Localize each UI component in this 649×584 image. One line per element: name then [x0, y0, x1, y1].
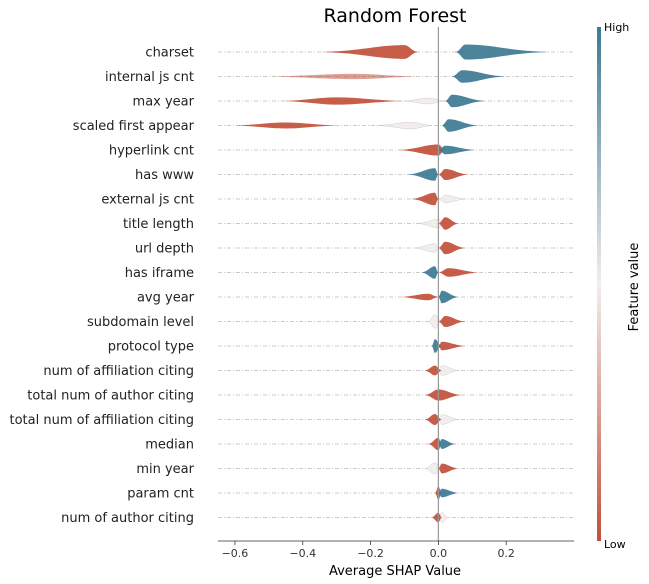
feature-label: min year [136, 462, 194, 477]
feature-label: num of affiliation citing [43, 364, 194, 379]
colorbar-low-label: Low [604, 538, 626, 551]
feature-row: scaled first appear [73, 119, 574, 134]
feature-row: subdomain level [87, 314, 574, 330]
feature-label: has iframe [125, 266, 194, 281]
shap-point-cloud-mid [404, 97, 446, 105]
shap-point-cloud-low [411, 192, 439, 206]
shap-point-cloud-mid [438, 195, 466, 203]
feature-row: internal js cnt [105, 70, 574, 85]
feature-row: num of affiliation citing [43, 364, 574, 379]
feature-row: median [145, 438, 574, 453]
shap-point-cloud-low [397, 144, 446, 156]
shap-point-cloud-low [424, 365, 442, 376]
feature-row: max year [133, 95, 574, 110]
feature-row: has www [135, 168, 574, 183]
x-tick-label: 0.0 [430, 547, 448, 560]
feature-row: external js cnt [101, 193, 574, 208]
feature-row: hyperlink cnt [109, 144, 574, 159]
feature-row: param cnt [127, 486, 574, 502]
feature-label: has www [135, 168, 194, 183]
feature-row: has iframe [125, 266, 574, 281]
shap-point-cloud-low [401, 293, 439, 301]
shap-point-cloud-low [438, 341, 466, 351]
chart-title: Random Forest [323, 5, 466, 27]
shap-point-cloud-mid [437, 365, 459, 376]
feature-label: subdomain level [87, 315, 194, 330]
shap-point-cloud-low [234, 122, 337, 129]
shap-point-cloud-high [431, 339, 442, 353]
shap-point-cloud-high [455, 44, 551, 60]
shap-point-cloud-low [438, 315, 466, 328]
x-tick-label: −0.4 [289, 547, 316, 560]
feature-label: scaled first appear [73, 119, 195, 134]
plot-area: charset internal js cnt max year scaled fir… [9, 44, 574, 526]
shap-point-cloud-mid [377, 122, 432, 129]
shap-point-cloud-mid [414, 243, 439, 253]
x-axis: −0.6 −0.4 −0.2 0.0 0.2 [218, 27, 574, 560]
shap-point-cloud-low [438, 217, 459, 230]
shap-point-cloud-low [424, 389, 463, 401]
feature-row: num of author citing [61, 511, 574, 526]
colorbar-title: Feature value [627, 243, 642, 332]
feature-label: hyperlink cnt [109, 144, 194, 159]
shap-point-cloud-mid [437, 512, 449, 523]
shap-point-cloud-low [319, 45, 419, 59]
feature-label: charset [145, 46, 194, 61]
feature-label: param cnt [127, 487, 194, 502]
shap-point-cloud-high [438, 488, 459, 498]
shap-point-cloud-mid [437, 414, 459, 425]
feature-label: internal js cnt [105, 70, 194, 85]
shap-point-cloud-high [451, 70, 507, 83]
feature-row: total num of author citing [27, 389, 574, 404]
shap-point-cloud-high [445, 94, 486, 108]
shap-point-cloud-low [438, 241, 466, 255]
feature-label: external js cnt [101, 193, 194, 208]
shap-point-cloud-low [268, 73, 419, 80]
shap-point-cloud-low [438, 463, 459, 474]
feature-row: avg year [137, 291, 574, 306]
colorbar-high-label: High [604, 21, 629, 34]
shap-point-cloud-low [282, 97, 405, 105]
shap-point-cloud-high [407, 168, 439, 181]
feature-row: min year [136, 462, 574, 477]
feature-row: title length [123, 217, 574, 232]
feature-label: total num of affiliation citing [9, 413, 194, 428]
shap-point-cloud-high [438, 145, 476, 155]
shap-point-cloud-high [421, 266, 439, 279]
shap-point-cloud-high [441, 119, 480, 132]
x-tick-label: 0.2 [497, 547, 515, 560]
feature-label: max year [133, 95, 195, 110]
feature-label: title length [123, 217, 194, 232]
feature-label: avg year [137, 291, 195, 306]
x-axis-label: Average SHAP Value [329, 564, 461, 579]
feature-label: url depth [135, 242, 194, 257]
x-tick-label: −0.2 [357, 547, 384, 560]
feature-label: num of author citing [61, 511, 194, 526]
feature-row: url depth [135, 242, 574, 257]
feature-row: total num of affiliation citing [9, 413, 574, 428]
shap-point-cloud-high [438, 290, 459, 304]
feature-label: median [145, 438, 194, 453]
shap-point-cloud-low [431, 512, 442, 523]
shap-point-cloud-high [438, 439, 456, 449]
feature-label: total num of author citing [27, 389, 194, 404]
shap-point-cloud-low [438, 168, 469, 181]
shap-point-cloud-low [424, 413, 442, 426]
shap-point-cloud-low [438, 268, 480, 277]
feature-row: protocol type [108, 339, 574, 355]
x-tick-label: −0.6 [222, 547, 249, 560]
feature-row: charset [145, 44, 574, 61]
colorbar [597, 27, 601, 541]
feature-label: protocol type [108, 340, 194, 355]
